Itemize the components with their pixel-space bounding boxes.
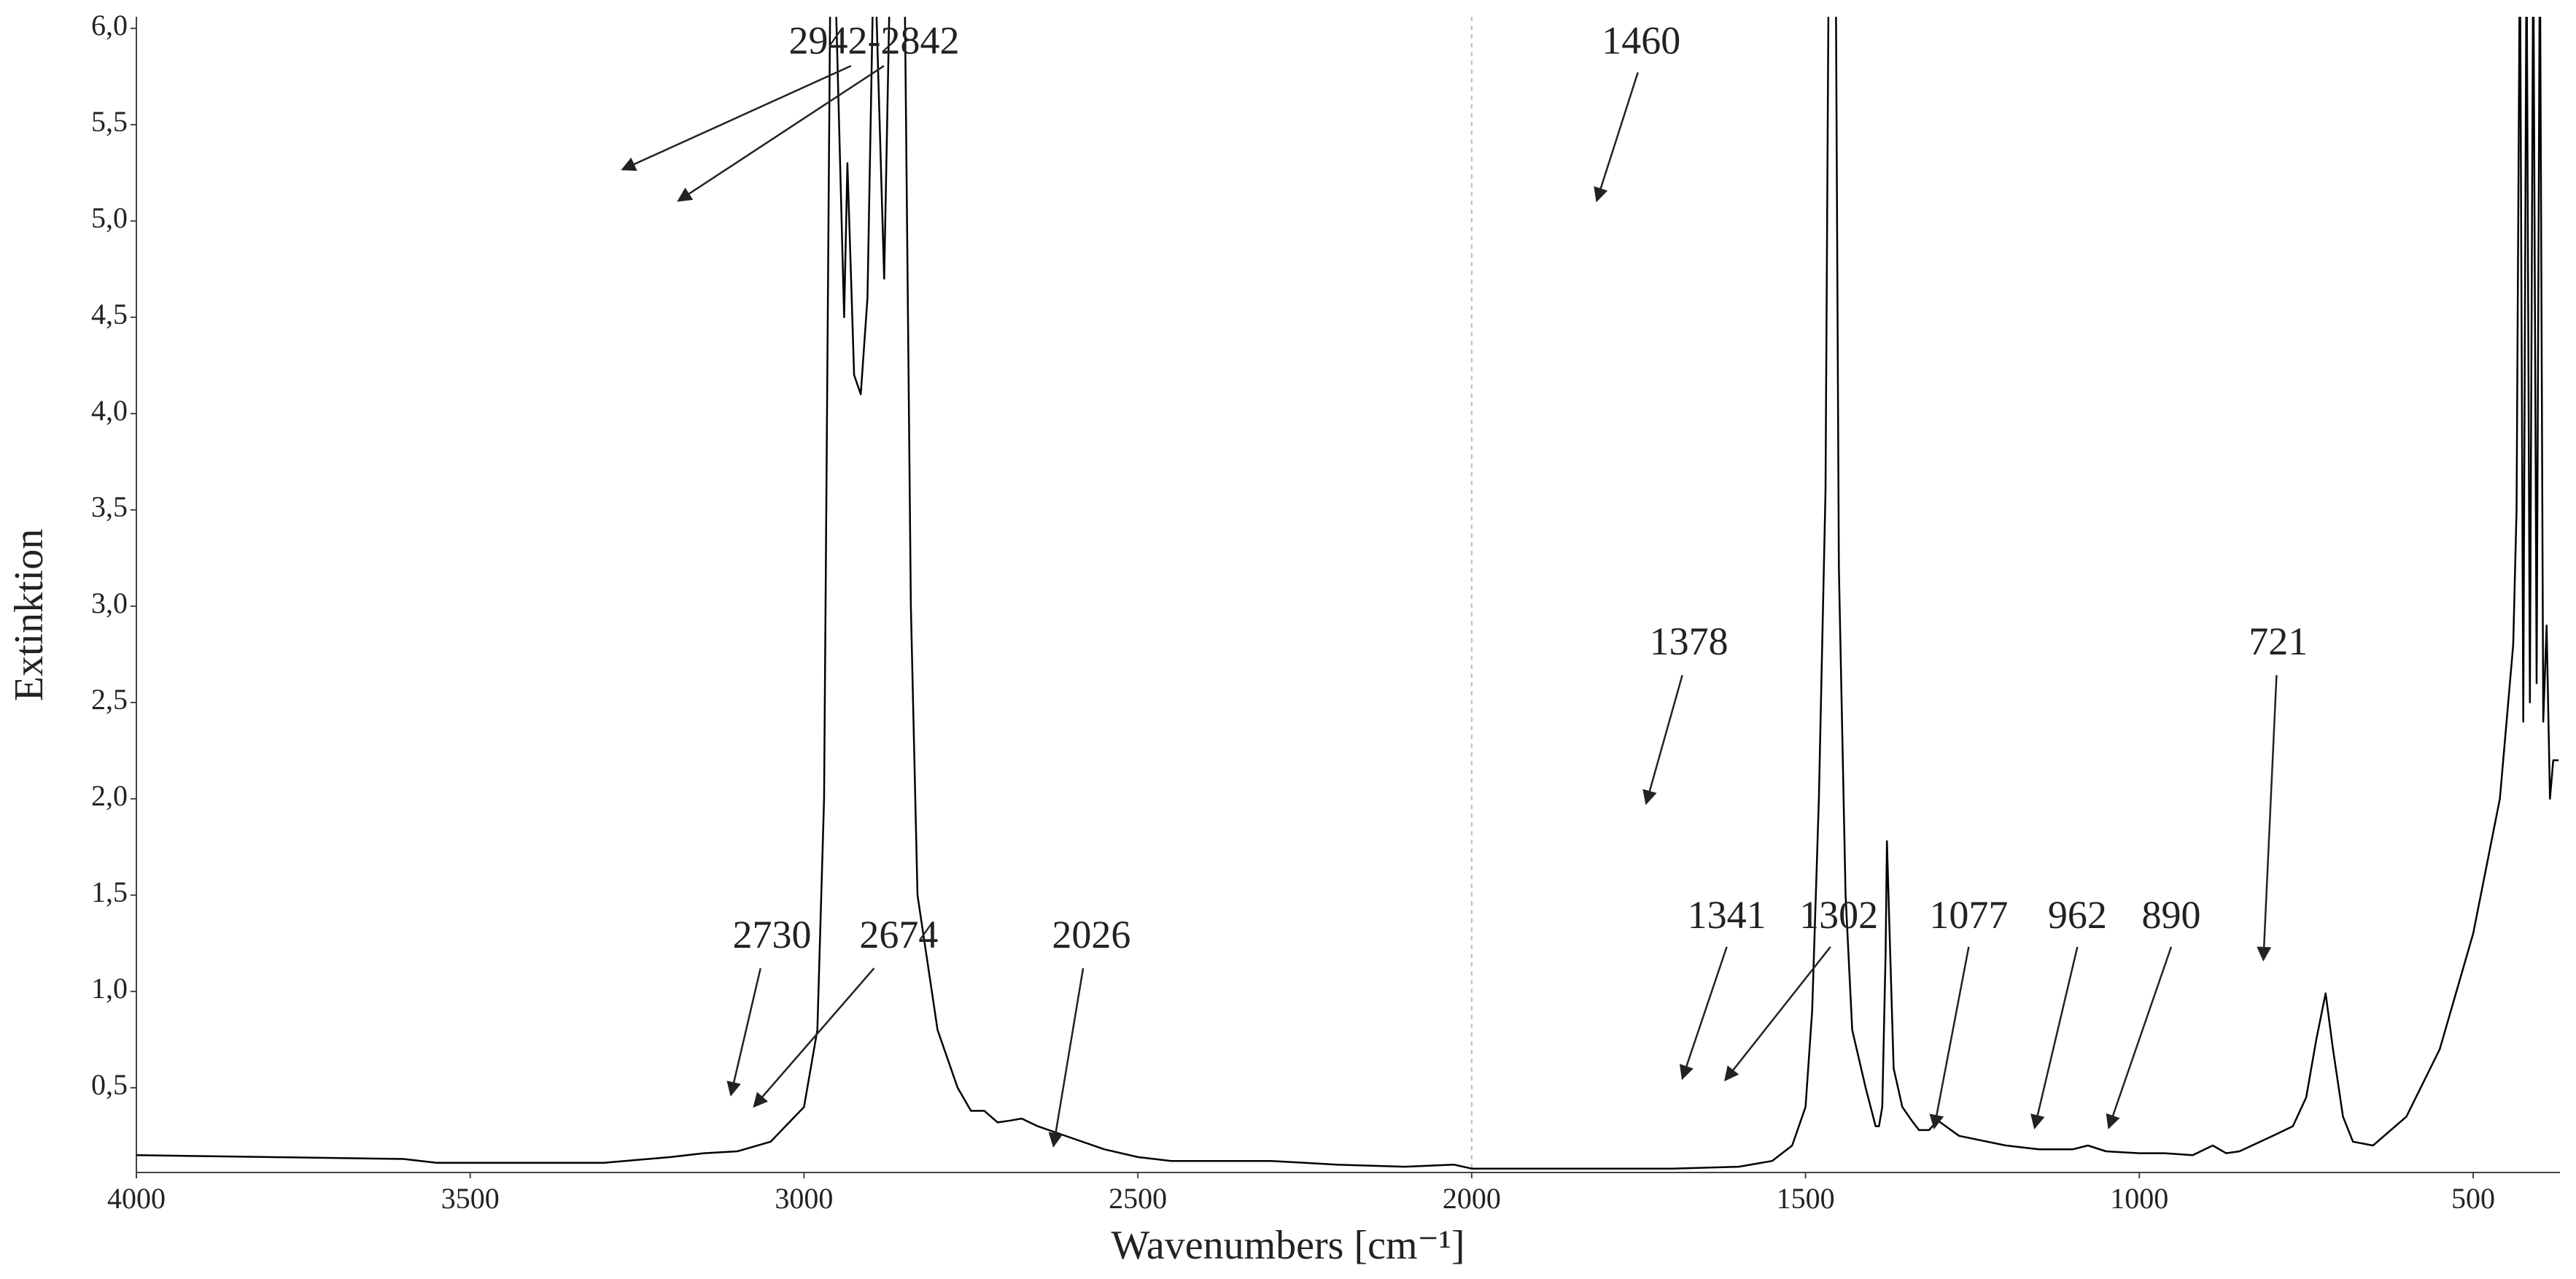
y-tick-label: 3,5 [91, 490, 128, 523]
annotation-arrow [1048, 967, 1085, 1148]
annotation-label: 2026 [1052, 913, 1130, 957]
annotation-label: 890 [2141, 893, 2200, 937]
annotation-label: 2730 [733, 913, 812, 957]
y-tick-label: 0,5 [91, 1068, 128, 1101]
x-tick-label: 2000 [1443, 1182, 1501, 1215]
y-tick-label: 6,0 [91, 9, 128, 42]
x-tick-label: 4000 [107, 1182, 166, 1215]
annotation-label: 1378 [1650, 619, 1729, 663]
y-tick-label: 4,5 [91, 298, 128, 331]
annotation-label: 1077 [1929, 893, 2008, 937]
annotation-arrow [1724, 946, 1831, 1082]
annotation-arrow [726, 967, 761, 1097]
annotation-arrow [1929, 946, 1970, 1130]
annotation-label: 1460 [1602, 18, 1680, 62]
annotation-arrow [1679, 946, 1728, 1081]
x-tick-label: 1500 [1777, 1182, 1835, 1215]
x-tick-label: 500 [2451, 1182, 2495, 1215]
x-tick-label: 3000 [775, 1182, 833, 1215]
plot-area [136, 17, 2559, 1170]
annotation-arrow [2106, 946, 2173, 1129]
annotation-label: 2674 [859, 913, 938, 957]
spectrum-line [136, 17, 2559, 1170]
y-axis-title: Extinktion [7, 529, 52, 701]
annotation-label: 721 [2249, 619, 2308, 663]
y-tick-label: 3,0 [91, 587, 128, 619]
annotation-arrow [753, 967, 875, 1108]
x-tick-label: 1000 [2110, 1182, 2168, 1215]
y-tick-label: 5,0 [91, 201, 128, 234]
x-tick-label: 2500 [1109, 1182, 1167, 1215]
y-tick-label: 2,5 [91, 683, 128, 716]
annotation-label: 1341 [1688, 893, 1766, 937]
annotation-arrow [677, 65, 885, 202]
y-tick-label: 1,5 [91, 876, 128, 908]
annotation-label: 1302 [1799, 893, 1878, 937]
y-tick-label: 2,0 [91, 779, 128, 812]
annotation-label: 962 [2048, 893, 2107, 937]
y-tick-label: 4,0 [91, 394, 128, 427]
annotation-arrow [2257, 675, 2278, 962]
y-tick-label: 1,0 [91, 972, 128, 1005]
annotation-arrow [1642, 675, 1683, 805]
y-tick-label: 5,5 [91, 105, 128, 138]
x-axis-title: Wavenumbers [cm⁻¹] [1112, 1223, 1465, 1268]
x-tick-label: 3500 [441, 1182, 500, 1215]
annotation-label: 2942-2842 [788, 18, 959, 62]
annotation-arrow [621, 65, 852, 171]
annotation-arrow [1594, 72, 1639, 203]
annotation-arrow [2030, 946, 2079, 1129]
